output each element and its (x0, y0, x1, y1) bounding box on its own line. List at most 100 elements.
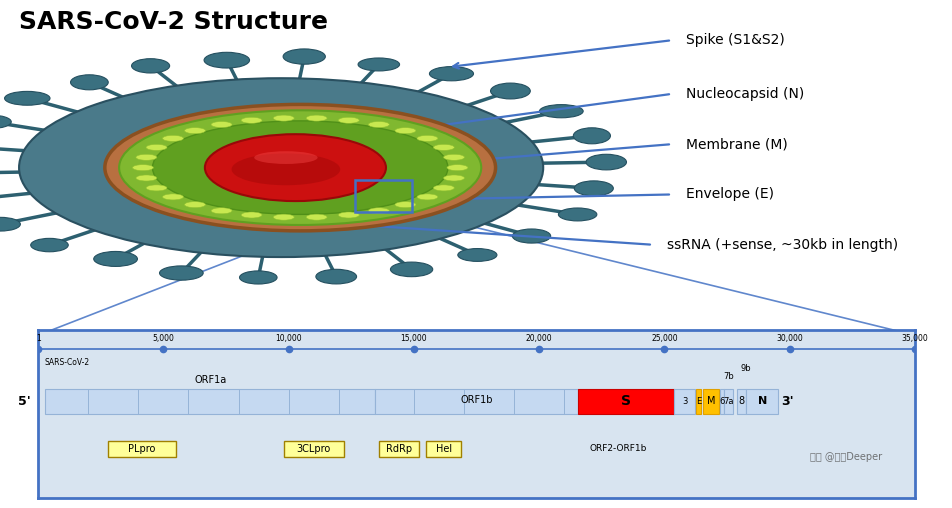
Ellipse shape (0, 217, 20, 231)
Text: 30,000: 30,000 (776, 334, 803, 343)
Ellipse shape (132, 165, 153, 171)
Ellipse shape (358, 58, 399, 71)
Text: Envelope (E): Envelope (E) (685, 187, 773, 202)
Ellipse shape (394, 128, 415, 134)
Ellipse shape (457, 248, 496, 262)
Text: 3': 3' (780, 395, 793, 408)
Ellipse shape (573, 128, 610, 144)
Ellipse shape (30, 238, 69, 252)
Bar (736, 389, 745, 414)
Ellipse shape (574, 181, 613, 196)
Bar (426, 440, 461, 457)
Ellipse shape (131, 59, 169, 73)
Ellipse shape (163, 194, 184, 200)
Ellipse shape (163, 135, 184, 141)
Text: 头条 @硬核Deeper: 头条 @硬核Deeper (809, 452, 881, 462)
Ellipse shape (338, 117, 359, 123)
Ellipse shape (558, 208, 596, 221)
Text: 5': 5' (18, 395, 30, 408)
Bar (378, 440, 419, 457)
Text: Spike (S1&S2): Spike (S1&S2) (685, 33, 784, 47)
Text: ORF1b: ORF1b (460, 395, 492, 405)
Bar (724, 389, 733, 414)
Bar (702, 389, 719, 414)
Ellipse shape (367, 121, 389, 128)
Ellipse shape (273, 115, 294, 121)
Bar (45, 389, 375, 414)
Ellipse shape (19, 78, 543, 257)
Ellipse shape (211, 121, 232, 128)
Ellipse shape (105, 105, 495, 231)
Text: 35,000: 35,000 (901, 334, 927, 343)
Ellipse shape (70, 75, 109, 90)
Ellipse shape (429, 67, 473, 81)
Text: M: M (705, 396, 714, 406)
Ellipse shape (205, 134, 386, 201)
Ellipse shape (5, 91, 50, 105)
Ellipse shape (416, 135, 437, 141)
Ellipse shape (210, 208, 231, 214)
Ellipse shape (239, 271, 277, 284)
Text: 3CLpro: 3CLpro (296, 444, 330, 454)
Ellipse shape (0, 115, 11, 129)
Text: 20,000: 20,000 (526, 334, 552, 343)
Ellipse shape (273, 214, 294, 220)
Ellipse shape (433, 144, 454, 150)
Bar (284, 440, 344, 457)
Bar (375, 389, 578, 414)
Ellipse shape (146, 144, 167, 150)
Ellipse shape (136, 175, 157, 181)
Ellipse shape (367, 208, 389, 214)
Text: 3: 3 (682, 397, 686, 406)
Ellipse shape (443, 175, 464, 181)
Ellipse shape (315, 269, 356, 284)
Text: ssRNA (+sense, ~30kb in length): ssRNA (+sense, ~30kb in length) (666, 238, 898, 252)
Text: 15,000: 15,000 (400, 334, 426, 343)
Ellipse shape (390, 262, 432, 277)
Ellipse shape (433, 185, 454, 191)
Ellipse shape (231, 153, 340, 185)
Text: 8: 8 (738, 396, 744, 406)
Text: 10,000: 10,000 (275, 334, 302, 343)
Ellipse shape (338, 212, 359, 218)
Ellipse shape (585, 154, 625, 170)
Ellipse shape (241, 117, 262, 123)
Bar (719, 389, 724, 414)
Bar (695, 389, 701, 414)
Text: S: S (621, 394, 630, 408)
Ellipse shape (539, 105, 583, 118)
Text: 7a: 7a (723, 397, 733, 406)
Ellipse shape (146, 185, 167, 191)
Ellipse shape (185, 202, 206, 208)
Ellipse shape (185, 128, 206, 134)
Text: 9b: 9b (740, 364, 751, 373)
Text: 6: 6 (719, 397, 724, 406)
Ellipse shape (512, 229, 550, 243)
Ellipse shape (136, 154, 157, 161)
Ellipse shape (204, 52, 249, 68)
Text: N: N (757, 396, 766, 406)
Ellipse shape (254, 151, 317, 164)
Ellipse shape (152, 121, 447, 214)
Bar (745, 389, 777, 414)
Text: ORF1a: ORF1a (194, 375, 226, 385)
Ellipse shape (93, 251, 137, 266)
Ellipse shape (416, 194, 437, 200)
Text: PLpro: PLpro (129, 444, 155, 454)
Ellipse shape (306, 214, 327, 220)
Ellipse shape (119, 110, 481, 225)
Ellipse shape (490, 83, 529, 99)
Text: Nucleocapsid (N): Nucleocapsid (N) (685, 87, 803, 101)
Ellipse shape (443, 154, 464, 161)
Bar (109, 440, 176, 457)
Ellipse shape (241, 212, 262, 218)
Text: Membrane (M): Membrane (M) (685, 137, 787, 151)
Text: 5,000: 5,000 (152, 334, 174, 343)
Ellipse shape (394, 202, 415, 208)
Text: 7b: 7b (723, 372, 734, 381)
Text: SARS-CoV-2: SARS-CoV-2 (45, 358, 89, 367)
Text: E: E (695, 397, 701, 406)
Text: RdRp: RdRp (386, 444, 411, 454)
Text: 1: 1 (36, 334, 41, 343)
Text: ORF2-ORF1b: ORF2-ORF1b (588, 444, 645, 453)
